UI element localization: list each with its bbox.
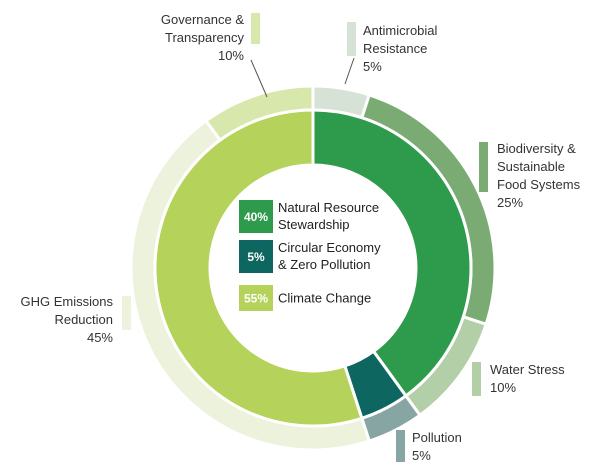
outer-label-value-governance-and-transparency: 10% [218, 48, 244, 63]
legend-label-natural-resource-stewardship-line-2: Stewardship [278, 217, 350, 232]
legend-label-climate-change-line-1: Climate Change [278, 291, 371, 306]
label-swatch-ghg-emissions-reduction [122, 296, 131, 330]
legend-value-climate-change: 55% [244, 292, 268, 306]
legend-badge-natural-resource-stewardship [239, 200, 273, 233]
outer-label-biodiversity-and-sustainable-food-systems-line-1: Biodiversity & [497, 141, 576, 156]
label-swatch-pollution [396, 430, 405, 462]
inner-ring [153, 108, 473, 428]
legend-label-circular-economy-and-zero-pollution-line-2: & Zero Pollution [278, 257, 371, 272]
label-swatch-water-stress [472, 362, 481, 396]
outer-label-governance-and-transparency-line-1: Governance & [161, 12, 244, 27]
outer-label-value-pollution: 5% [412, 448, 431, 462]
outer-label-water-stress-line-1: Water Stress [490, 362, 565, 377]
outer-label-value-ghg-emissions-reduction: 45% [87, 330, 113, 345]
outer-label-biodiversity-and-sustainable-food-systems-line-2: Sustainable [497, 159, 565, 174]
outer-label-ghg-emissions-reduction-line-1: GHG Emissions [21, 294, 114, 309]
outer-label-ghg-emissions-reduction-line-2: Reduction [54, 312, 113, 327]
label-swatch-antimicrobial-resistance [347, 22, 356, 56]
inner-slice-climate-change [153, 108, 364, 428]
legend-badge-climate-change [239, 285, 273, 311]
outer-label-biodiversity-and-sustainable-food-systems-line-3: Food Systems [497, 177, 581, 192]
center-legend: 40% Natural Resource Stewardship 5% Circular… [239, 200, 381, 311]
legend-label-natural-resource-stewardship-line-1: Natural Resource [278, 200, 379, 215]
outer-labels: Antimicrobial Resistance 5% Biodiversity & S… [21, 12, 581, 462]
legend-value-natural-resource-stewardship: 40% [244, 210, 268, 224]
outer-label-value-antimicrobial-resistance: 5% [363, 59, 382, 74]
label-swatch-biodiversity-and-sustainable-food-systems [479, 142, 488, 192]
leader-line-antimicrobial-resistance [344, 57, 355, 85]
legend-label-circular-economy-and-zero-pollution-line-1: Circular Economy [278, 240, 381, 255]
outer-label-pollution-line-1: Pollution [412, 430, 462, 445]
outer-label-value-biodiversity-and-sustainable-food-systems: 25% [497, 195, 523, 210]
leader-line-governance-and-transparency [250, 59, 268, 98]
outer-label-antimicrobial-resistance-line-1: Antimicrobial [363, 23, 438, 38]
outer-label-antimicrobial-resistance-line-2: Resistance [363, 41, 427, 56]
legend-value-circular-economy-and-zero-pollution: 5% [247, 250, 265, 264]
outer-label-value-water-stress: 10% [490, 380, 516, 395]
legend-badge-circular-economy-and-zero-pollution [239, 240, 273, 273]
label-swatch-governance-and-transparency [251, 13, 260, 44]
outer-label-governance-and-transparency-line-2: Transparency [165, 30, 244, 45]
inner-slice-natural-resource-stewardship [311, 108, 473, 398]
